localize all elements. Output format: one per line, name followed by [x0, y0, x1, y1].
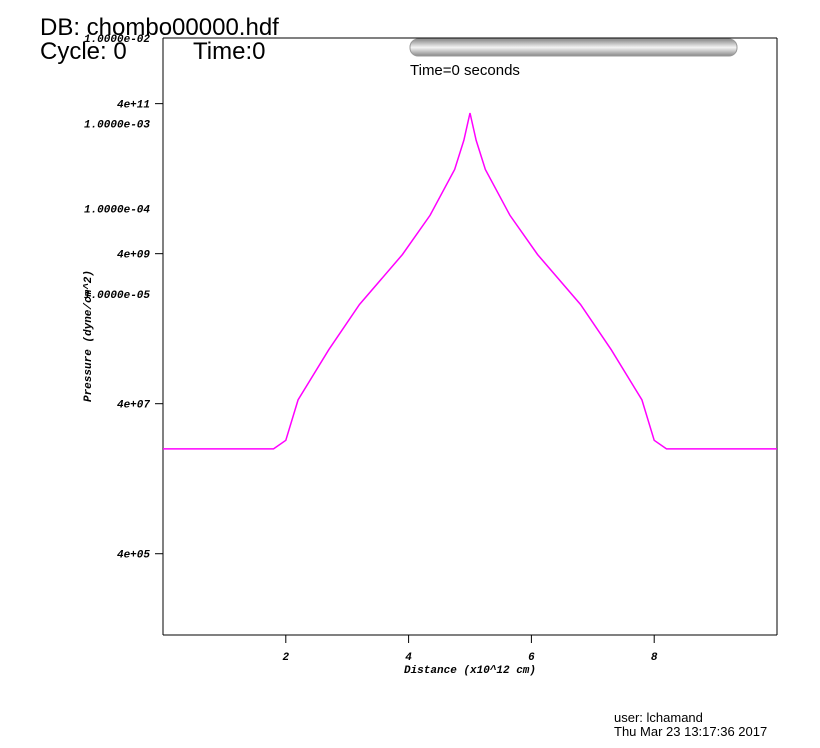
time-slider-label: Time=0 seconds	[410, 62, 520, 79]
x-tick-label: 2	[282, 652, 289, 664]
y2-tick-label: 1.0000e-04	[84, 205, 150, 217]
y-tick-label: 4e+11	[117, 100, 150, 112]
time: Time:0	[193, 38, 265, 65]
y-tick-label: 4e+09	[117, 250, 150, 262]
y-axis-label: Pressure (dyne/cm^2)	[83, 270, 95, 402]
y2-tick-label: 1.0000e-02	[84, 34, 150, 46]
x-tick-label: 6	[528, 652, 535, 664]
x-tick-label: 8	[651, 652, 658, 664]
y-tick-label: 4e+07	[117, 400, 150, 412]
line-series	[163, 112, 777, 450]
y-tick-label: 4e+05	[117, 550, 150, 562]
date: Thu Mar 23 13:17:36 2017	[614, 724, 767, 739]
user: user: lchamand	[614, 710, 703, 725]
y2-tick-label: 1.0000e-03	[84, 119, 150, 131]
time-slider	[409, 38, 738, 57]
x-axis-label: Distance (x10^12 cm)	[404, 665, 536, 677]
x-tick-label: 4	[405, 652, 412, 664]
database-name: DB: chombo00000.hdf	[40, 14, 279, 41]
cycle: Cycle: 0	[40, 38, 127, 65]
y2-tick-label: 1.0000e-05	[84, 290, 150, 302]
